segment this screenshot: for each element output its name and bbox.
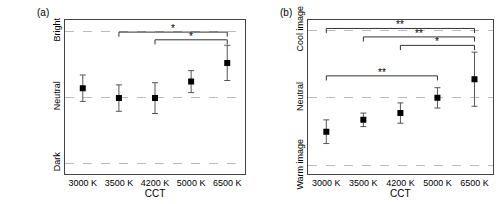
svg-text:4200 K: 4200 K: [141, 178, 170, 188]
svg-text:*: *: [171, 23, 175, 34]
svg-text:6500 K: 6500 K: [213, 178, 242, 188]
svg-text:**: **: [378, 67, 386, 78]
svg-text:Cool image: Cool image: [295, 6, 305, 52]
svg-text:4200 K: 4200 K: [386, 178, 415, 188]
svg-text:*: *: [435, 36, 439, 47]
svg-text:CCT: CCT: [145, 188, 166, 199]
svg-text:(a): (a): [37, 7, 49, 18]
svg-text:Dark: Dark: [52, 152, 62, 172]
svg-text:**: **: [415, 28, 423, 39]
svg-text:*: *: [189, 31, 193, 42]
svg-text:3500 K: 3500 K: [349, 178, 378, 188]
svg-text:Bright: Bright: [52, 17, 62, 41]
svg-text:Neutral: Neutral: [52, 81, 62, 110]
svg-text:3500 K: 3500 K: [105, 178, 134, 188]
svg-text:Warm image: Warm image: [295, 139, 305, 190]
svg-text:**: **: [396, 19, 404, 30]
svg-text:3000 K: 3000 K: [69, 178, 98, 188]
svg-text:5000 K: 5000 K: [177, 178, 206, 188]
svg-text:Neutral: Neutral: [295, 82, 305, 111]
svg-text:CCT: CCT: [390, 188, 411, 199]
svg-text:(b): (b): [280, 7, 292, 18]
svg-text:5000 K: 5000 K: [423, 178, 452, 188]
svg-text:3000 K: 3000 K: [312, 178, 341, 188]
svg-text:6500 K: 6500 K: [460, 178, 489, 188]
